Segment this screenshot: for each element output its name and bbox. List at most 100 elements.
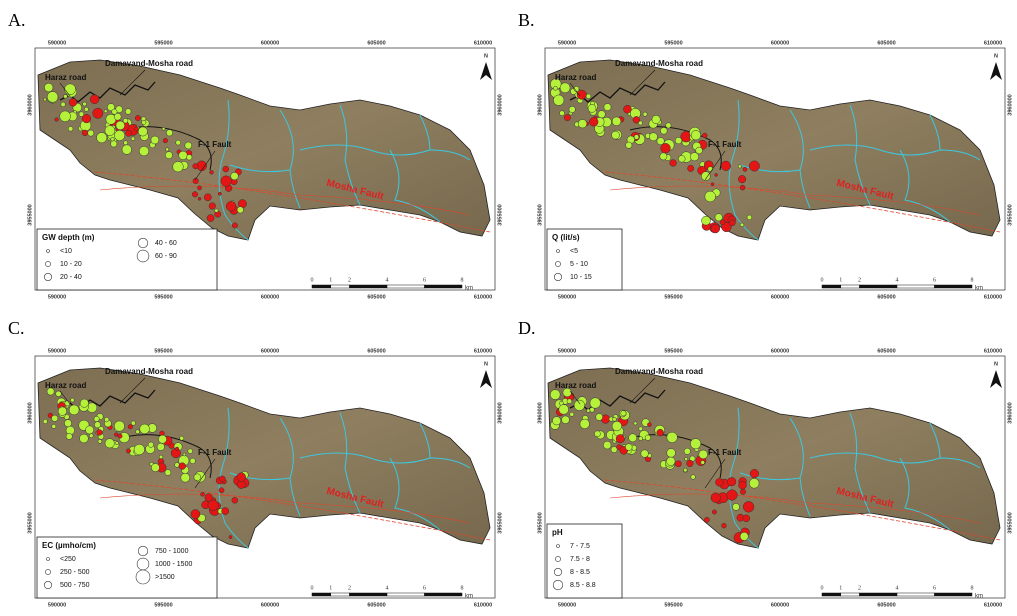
well-point (201, 492, 205, 496)
x-coordinate: 605000 (367, 602, 385, 608)
well-point (223, 166, 229, 172)
legend-title: GW depth (m) (42, 233, 95, 242)
road-label: Haraz road (45, 73, 86, 82)
well-point (661, 143, 671, 153)
legend-label: 40 - 60 (155, 240, 177, 247)
well-point (580, 419, 590, 429)
well-point (649, 133, 657, 141)
well-point (166, 148, 169, 151)
well-point (711, 224, 720, 233)
well-point (44, 83, 53, 92)
well-point (185, 142, 192, 149)
well-point (180, 436, 184, 440)
well-point (218, 192, 221, 195)
well-point (612, 421, 622, 431)
panel-label: C. (8, 318, 25, 338)
well-point (670, 160, 677, 167)
scale-label: 0 (311, 585, 314, 591)
scale-segment (897, 285, 935, 288)
well-point (90, 95, 99, 104)
well-point (232, 497, 238, 503)
well-point (157, 443, 164, 450)
well-point (188, 449, 193, 454)
well-point (97, 133, 107, 143)
well-point (179, 151, 188, 160)
scale-label: 2 (858, 585, 861, 591)
well-point (44, 98, 47, 101)
y-coordinate: 3960000 (537, 94, 543, 115)
x-coordinate: 600000 (771, 348, 789, 354)
well-point (52, 424, 56, 428)
scale-segment (860, 285, 898, 288)
well-point (151, 464, 159, 472)
well-point (61, 102, 66, 107)
well-point (711, 183, 714, 186)
well-point (183, 453, 186, 456)
well-point (93, 108, 103, 118)
well-point (738, 165, 741, 168)
well-point (588, 104, 596, 112)
scale-label: 2 (348, 585, 351, 591)
x-coordinate: 610000 (474, 602, 492, 608)
well-point (750, 469, 759, 478)
scale-segment (387, 285, 425, 288)
well-point (749, 478, 759, 488)
legend-symbol (136, 570, 150, 584)
x-coordinate: 610000 (984, 40, 1002, 46)
y-coordinate: 3960000 (27, 94, 33, 115)
road-label: Haraz road (45, 381, 86, 390)
well-point (647, 423, 651, 427)
well-point (634, 135, 639, 140)
well-point (118, 434, 122, 438)
well-point (586, 94, 591, 99)
well-point (226, 201, 236, 211)
y-coordinate: 3960000 (537, 402, 543, 423)
scale-unit: km (975, 594, 983, 600)
well-point (570, 412, 574, 416)
well-point (629, 434, 637, 442)
well-point (115, 442, 118, 445)
legend-symbol (44, 273, 51, 280)
well-point (165, 152, 172, 159)
well-point (105, 439, 114, 448)
well-point (604, 104, 611, 111)
well-point (594, 431, 600, 437)
well-point (738, 175, 746, 183)
scale-segment (331, 593, 350, 596)
legend-symbol (553, 580, 563, 590)
legend-label: 60 - 90 (155, 253, 177, 260)
well-point (179, 463, 186, 470)
well-point (222, 508, 229, 515)
well-point (136, 430, 140, 434)
well-point (140, 424, 150, 434)
well-point (552, 417, 560, 425)
x-coordinate: 605000 (877, 602, 895, 608)
well-point (740, 489, 745, 494)
well-point (139, 146, 149, 156)
scale-label: 6 (933, 277, 936, 283)
well-point (577, 90, 586, 99)
well-point (578, 119, 587, 128)
scale-segment (841, 593, 860, 596)
well-point (711, 493, 721, 503)
well-point (660, 153, 667, 160)
well-point (192, 192, 198, 198)
well-point (715, 214, 722, 221)
scale-label: 4 (896, 585, 899, 591)
well-point (116, 121, 125, 130)
x-coordinate: 600000 (261, 40, 279, 46)
well-point (727, 477, 736, 486)
x-coordinate: 605000 (877, 348, 895, 354)
well-point (639, 427, 643, 431)
well-point (708, 167, 713, 172)
well-point (82, 130, 88, 136)
well-point (58, 407, 67, 416)
scale-label: 4 (896, 277, 899, 283)
well-point (148, 442, 153, 447)
well-point (740, 223, 744, 227)
well-point (727, 490, 738, 501)
well-point (739, 481, 747, 489)
well-point (598, 111, 605, 118)
scale-label: 1 (329, 277, 332, 283)
well-point (705, 191, 716, 202)
